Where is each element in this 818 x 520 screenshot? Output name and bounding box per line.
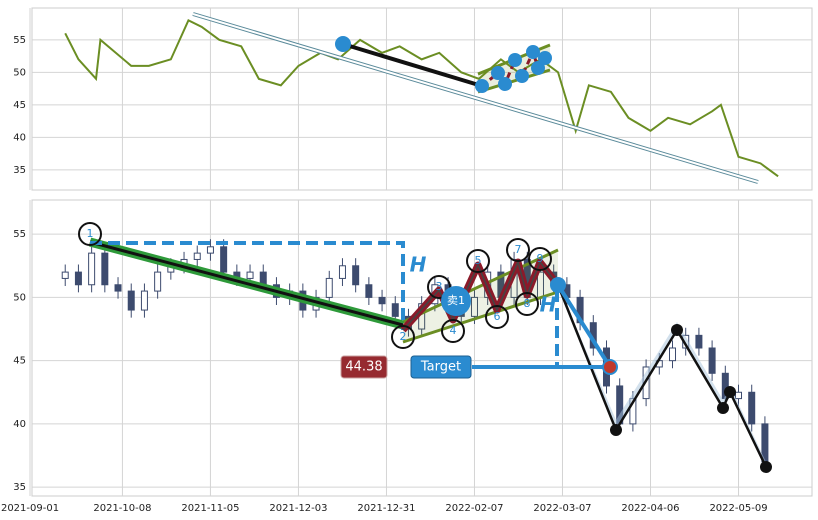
projection-dots	[610, 324, 772, 473]
height-label: H	[410, 253, 427, 277]
candle-body	[114, 284, 122, 292]
x-tick-label: 2021-10-08	[93, 503, 151, 514]
pivot-dots	[335, 36, 552, 93]
x-tick-label: 2021-12-31	[357, 503, 415, 514]
candle-body	[669, 347, 677, 362]
candle-body	[140, 290, 148, 311]
y-tick-label: 55	[13, 35, 26, 46]
target-box	[410, 355, 472, 379]
candle-body	[708, 347, 716, 374]
candle-body	[325, 277, 333, 298]
point-label: 1	[87, 227, 94, 240]
candle-body	[695, 334, 703, 349]
target-label: Target	[420, 360, 461, 375]
candle-body	[365, 284, 373, 298]
point-label: 3	[436, 280, 443, 293]
y-tick-label: 55	[13, 229, 26, 240]
candle-body	[378, 296, 386, 305]
point-label: 6	[494, 310, 501, 323]
point-label: 9	[537, 252, 544, 265]
x-tick-label: 2021-09-01	[1, 503, 59, 514]
price-label: 44.38	[345, 360, 382, 375]
height-guide	[90, 241, 405, 330]
y-tick-label: 50	[13, 67, 26, 78]
candle-body	[61, 271, 69, 279]
point-label: 4	[450, 324, 457, 337]
y-tick-label: 35	[13, 482, 26, 493]
point-label: 2	[400, 330, 407, 343]
candle-body	[101, 252, 109, 286]
trend-line	[342, 42, 483, 88]
y-tick-label: 50	[13, 292, 26, 303]
candle-body	[338, 265, 346, 279]
price-box	[340, 355, 388, 379]
y-tick-label: 45	[13, 100, 26, 111]
candle-body	[352, 265, 360, 286]
y-tick-label: 40	[13, 132, 26, 143]
target-path	[556, 283, 612, 369]
sell-marker	[441, 286, 471, 316]
trend-line	[89, 240, 404, 327]
projection-band	[558, 285, 766, 467]
candle-body	[88, 252, 96, 286]
candle-body	[748, 391, 756, 425]
x-tick-label: 2022-05-09	[709, 503, 767, 514]
bottom-panel	[31, 199, 813, 497]
x-tick-label: 2022-04-06	[621, 503, 679, 514]
candle-body	[74, 271, 82, 286]
channel-line	[402, 290, 559, 344]
x-tick-label: 2021-12-03	[269, 503, 327, 514]
price-line	[64, 18, 779, 178]
candle-body	[206, 246, 214, 254]
candle-body	[470, 296, 478, 317]
candle-body	[220, 246, 228, 273]
projection	[556, 284, 768, 468]
x-tick-label: 2022-02-07	[445, 503, 503, 514]
candle-body	[391, 303, 399, 317]
point-label: 5	[475, 254, 482, 267]
point-label: 7	[515, 243, 522, 256]
target-dot	[602, 359, 618, 375]
y-tick-label: 40	[13, 419, 26, 430]
y-tick-label: 35	[13, 165, 26, 176]
candle-body	[154, 271, 162, 292]
x-tick-label: 2022-03-07	[533, 503, 591, 514]
breakout-dot	[550, 277, 566, 293]
sell-label: 卖1	[447, 294, 465, 307]
candle-body	[246, 271, 254, 279]
y-tick-label: 45	[13, 356, 26, 367]
candle-body	[735, 391, 743, 400]
height-label: H	[540, 293, 557, 317]
trend-arrow-inner	[192, 13, 759, 183]
top-panel	[31, 7, 813, 191]
channel-line	[402, 248, 559, 324]
candle-body	[127, 290, 135, 311]
x-tick-label: 2021-11-05	[181, 503, 239, 514]
pattern-points: 1 2 3 4 5 6 7 8 9	[78, 222, 552, 349]
point-label: 8	[524, 297, 531, 310]
candle-body	[193, 252, 201, 260]
overlay: 1 2 3 4 5 6 7 8 9 H H 卖1 44.38 Target	[78, 12, 772, 473]
